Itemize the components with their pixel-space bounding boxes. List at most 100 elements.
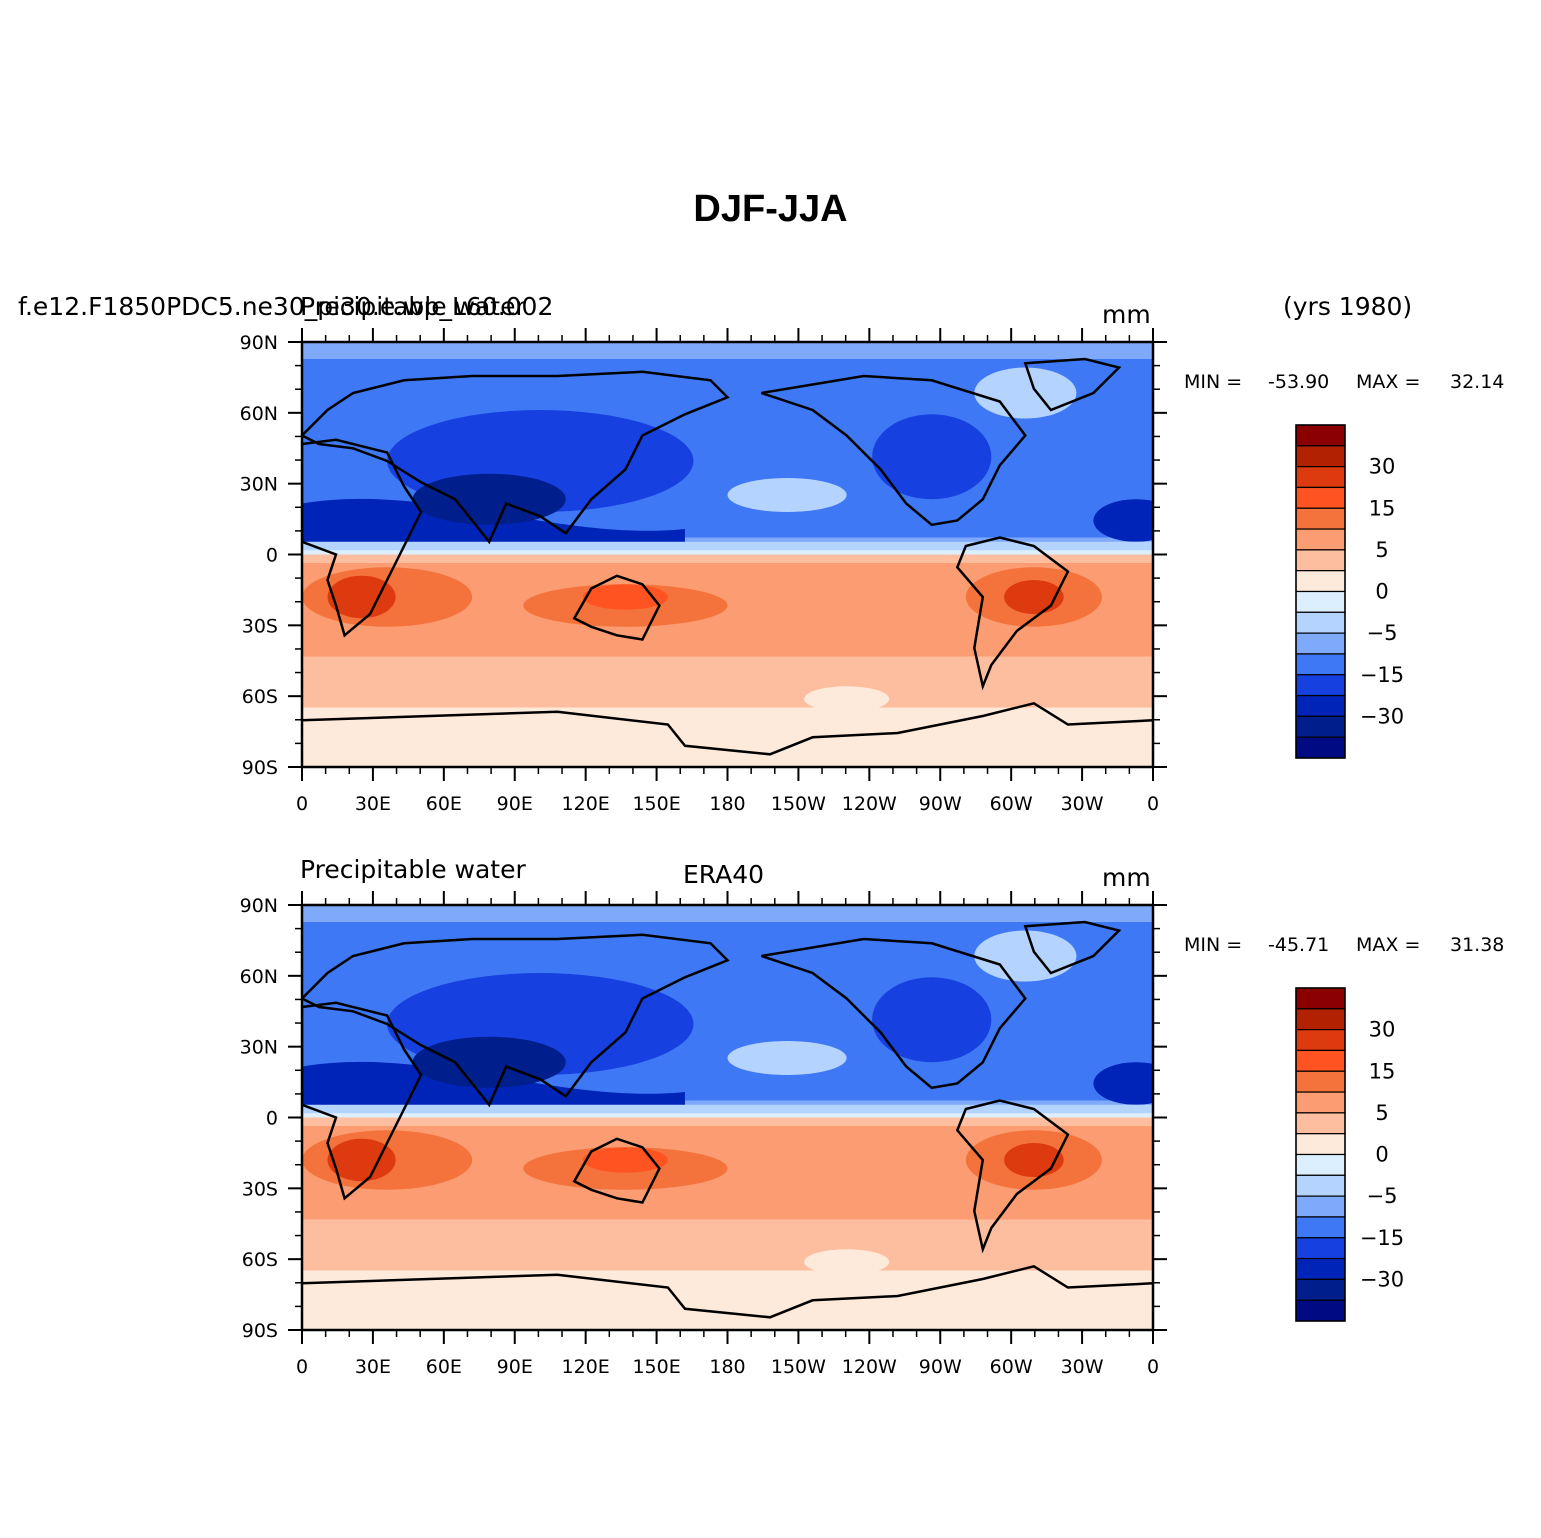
colorbar-label: −30 bbox=[1360, 1267, 1404, 1291]
field-antarctica bbox=[302, 707, 1153, 767]
lon-tick-label: 150W bbox=[771, 793, 826, 815]
colorbar-swatch bbox=[1295, 1257, 1346, 1280]
colorbar-swatch bbox=[1295, 1237, 1346, 1260]
field-samerica-core bbox=[1004, 1143, 1064, 1177]
coastline bbox=[1023, 357, 1122, 412]
lon-tick-label: 150E bbox=[632, 1356, 680, 1378]
colorbar-swatch bbox=[1295, 1195, 1346, 1218]
panel2-max-value: 31.38 bbox=[1450, 934, 1505, 956]
lat-tick-label: 60N bbox=[240, 403, 278, 425]
lat-tick-label: 30N bbox=[240, 1037, 278, 1059]
colorbar-label: −15 bbox=[1360, 663, 1404, 687]
lon-tick-label: 180 bbox=[709, 1356, 745, 1378]
field-africa-core bbox=[327, 1138, 396, 1182]
colorbar-label: 15 bbox=[1369, 496, 1396, 520]
lat-tick-label: 30S bbox=[242, 1178, 278, 1200]
colorbar-swatch bbox=[1295, 632, 1346, 655]
lon-tick-label: 120W bbox=[842, 1356, 897, 1378]
lat-tick-label: 0 bbox=[266, 545, 278, 567]
colorbar-swatch bbox=[1295, 1216, 1346, 1239]
colorbar-swatch bbox=[1295, 528, 1346, 551]
lon-tick-label: 0 bbox=[1147, 793, 1159, 815]
lat-tick-label: 60N bbox=[240, 966, 278, 988]
lon-tick-label: 30W bbox=[1061, 1356, 1104, 1378]
panel1-min-value: -53.90 bbox=[1268, 371, 1330, 393]
lon-tick-label: 60E bbox=[426, 793, 462, 815]
colorbar-swatch bbox=[1295, 466, 1346, 489]
colorbar-swatch bbox=[1295, 424, 1346, 447]
colorbar-label: 5 bbox=[1375, 538, 1388, 562]
colorbar-swatch bbox=[1295, 486, 1346, 509]
colorbar-swatch bbox=[1295, 611, 1346, 634]
colorbar-label: 30 bbox=[1369, 1018, 1396, 1042]
colorbar-label: 30 bbox=[1369, 455, 1396, 479]
field-australia-core bbox=[582, 584, 668, 610]
coastline bbox=[1023, 920, 1122, 975]
field-antarctica bbox=[302, 1270, 1153, 1330]
lon-tick-label: 60W bbox=[990, 1356, 1033, 1378]
field-australia-core bbox=[582, 1147, 668, 1173]
panel2-center-label: ERA40 bbox=[683, 860, 765, 889]
field-pacific bbox=[727, 1041, 847, 1075]
colorbar-swatch bbox=[1295, 1070, 1346, 1093]
field-south-pacific bbox=[804, 1249, 890, 1275]
colorbar-swatch bbox=[1295, 590, 1346, 613]
lon-tick-label: 150W bbox=[771, 1356, 826, 1378]
panel2-left-label: Precipitable water bbox=[300, 855, 526, 884]
panel2-min-value: -45.71 bbox=[1268, 934, 1330, 956]
lat-tick-label: 60S bbox=[242, 1249, 278, 1271]
figure-title: DJF-JJA bbox=[693, 188, 848, 230]
lon-tick-label: 60W bbox=[990, 793, 1033, 815]
coastline bbox=[955, 536, 1070, 691]
panel1-units: mm bbox=[1102, 300, 1151, 329]
colorbar-label: −5 bbox=[1367, 1184, 1398, 1208]
field-south-pacific bbox=[804, 686, 890, 712]
lon-tick-label: 120W bbox=[842, 793, 897, 815]
coastline bbox=[302, 701, 1153, 756]
lat-tick-label: 90N bbox=[240, 895, 278, 917]
colorbar-label: 0 bbox=[1375, 580, 1388, 604]
panel2-units: mm bbox=[1102, 863, 1151, 892]
colorbar-label: 0 bbox=[1375, 1143, 1388, 1167]
coastline bbox=[302, 933, 730, 1108]
colorbar-swatch bbox=[1295, 570, 1346, 593]
field-america bbox=[872, 977, 992, 1063]
colorbar-swatch bbox=[1295, 1112, 1346, 1135]
lat-tick-label: 90S bbox=[242, 1320, 278, 1342]
lon-tick-label: 0 bbox=[1147, 1356, 1159, 1378]
colorbar-swatch bbox=[1295, 694, 1346, 717]
colorbar-swatch bbox=[1295, 445, 1346, 468]
coastline bbox=[955, 1099, 1070, 1254]
lon-tick-label: 120E bbox=[562, 793, 610, 815]
panel2-min-label: MIN = bbox=[1184, 934, 1243, 956]
colorbar-swatch bbox=[1295, 987, 1346, 1010]
panel1-years: (yrs 1980) bbox=[1283, 292, 1413, 321]
colorbar-label: 5 bbox=[1375, 1101, 1388, 1125]
field-america bbox=[872, 414, 992, 500]
panel1-max-label: MAX = bbox=[1356, 371, 1421, 393]
colorbar-swatch bbox=[1295, 1174, 1346, 1197]
panel1-left-label: f.e12.F1850PDC5.ne30_pi30.e.wp_L60.002 bbox=[18, 292, 554, 321]
field-samerica-core bbox=[1004, 580, 1064, 614]
colorbar-swatch bbox=[1295, 653, 1346, 676]
field-greenland bbox=[974, 930, 1077, 982]
colorbar-label: −30 bbox=[1360, 704, 1404, 728]
lon-tick-label: 90E bbox=[497, 793, 533, 815]
colorbar-swatch bbox=[1295, 1153, 1346, 1176]
field-atlantic bbox=[1093, 499, 1153, 542]
lon-tick-label: 30W bbox=[1061, 793, 1104, 815]
lon-tick-label: 90E bbox=[497, 1356, 533, 1378]
lat-tick-label: 60S bbox=[242, 686, 278, 708]
colorbar-swatch bbox=[1295, 1008, 1346, 1031]
colorbar-swatch bbox=[1295, 1049, 1346, 1072]
lon-tick-label: 120E bbox=[562, 1356, 610, 1378]
colorbar-swatch bbox=[1295, 674, 1346, 697]
colorbar-swatch bbox=[1295, 1029, 1346, 1052]
lat-tick-label: 30N bbox=[240, 474, 278, 496]
coastline bbox=[761, 937, 1027, 1090]
panel1-left-label-2: Precipitable water bbox=[300, 292, 526, 321]
coastline bbox=[302, 1001, 423, 1201]
panel2-max-label: MAX = bbox=[1356, 934, 1421, 956]
colorbar-swatch bbox=[1295, 549, 1346, 572]
coastline bbox=[572, 574, 661, 641]
